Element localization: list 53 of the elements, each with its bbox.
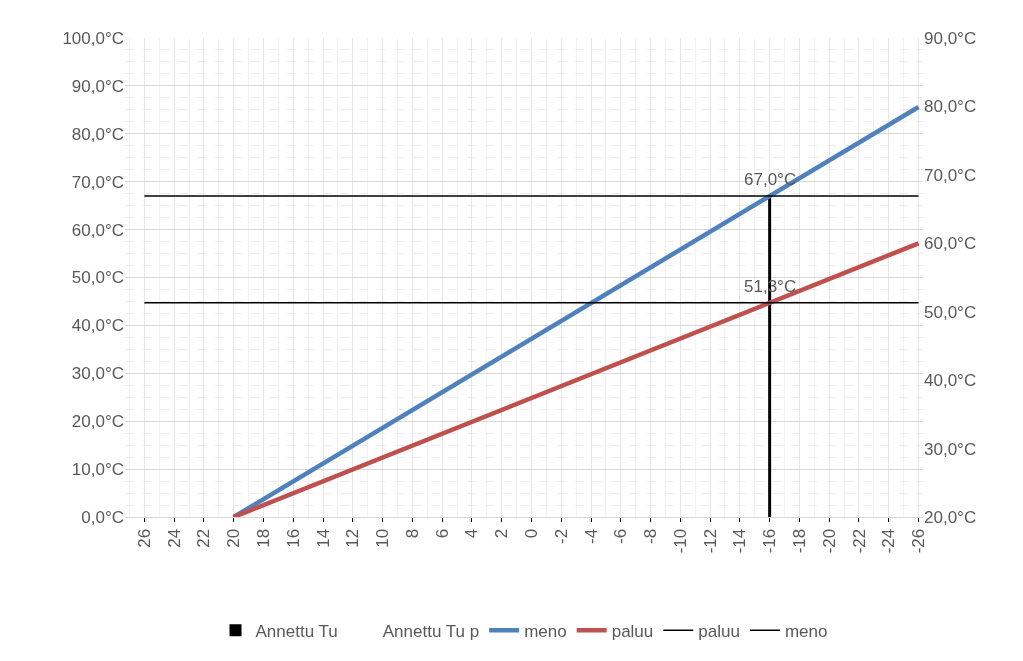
y-tick-label: 10,0°C xyxy=(71,460,124,480)
y2-tick-label: 60,0°C xyxy=(924,234,977,254)
y2-tick-label: 50,0°C xyxy=(924,302,977,322)
legend-label: meno xyxy=(784,621,828,641)
y-tick-label: 70,0°C xyxy=(71,172,124,192)
x-tick-label: -16 xyxy=(760,528,780,554)
legend-label: Annettu Tu xyxy=(255,621,338,641)
x-tick-label: -6 xyxy=(611,528,631,544)
x-tick-label: -2 xyxy=(551,528,571,544)
y2-tick-label: 40,0°C xyxy=(924,371,977,391)
x-tick-label: 8 xyxy=(402,528,422,539)
x-tick-label: 0 xyxy=(521,528,541,539)
x-tick-label: -10 xyxy=(670,528,690,554)
x-tick-label: 22 xyxy=(194,528,214,548)
x-tick-label: 2 xyxy=(492,528,512,539)
y2-tick-label: 80,0°C xyxy=(924,97,977,117)
x-tick-label: -20 xyxy=(819,528,839,554)
x-tick-label: -12 xyxy=(700,528,720,554)
x-tick-label: -18 xyxy=(789,528,809,554)
y2-tick-label: 90,0°C xyxy=(924,28,977,48)
y-tick-label: 30,0°C xyxy=(71,364,124,384)
annotation: 67,0°C xyxy=(744,170,797,189)
x-tick-label: 10 xyxy=(373,528,393,548)
y-tick-label: 80,0°C xyxy=(71,124,124,144)
x-tick-label: -22 xyxy=(849,528,869,554)
x-tick-label: -8 xyxy=(641,528,661,544)
x-tick-label: 6 xyxy=(432,528,452,539)
x-tick-label: 26 xyxy=(134,528,154,548)
x-tick-label: 12 xyxy=(343,528,363,548)
y2-tick-label: 30,0°C xyxy=(924,439,977,459)
x-tick-label: 14 xyxy=(313,528,333,548)
text: Annettu Tu p xyxy=(382,621,480,641)
y-tick-label: 50,0°C xyxy=(71,268,124,288)
x-tick-label: 20 xyxy=(224,528,244,548)
x-tick-label: 4 xyxy=(462,528,482,539)
y-tick-label: 60,0°C xyxy=(71,220,124,240)
y2-tick-label: 20,0°C xyxy=(924,507,977,527)
legend-label: paluu xyxy=(698,621,740,641)
y-tick-label: 90,0°C xyxy=(71,76,124,96)
x-tick-label: -4 xyxy=(581,528,601,544)
x-tick-label: 24 xyxy=(164,528,184,548)
x-tick-label: -14 xyxy=(730,528,750,554)
x-tick-label: 16 xyxy=(283,528,303,548)
y-tick-label: 0,0°C xyxy=(81,507,124,527)
y-tick-label: 40,0°C xyxy=(71,316,124,336)
y-tick-label: 100,0°C xyxy=(62,28,124,48)
x-tick-label: 18 xyxy=(253,528,273,548)
y2-tick-label: 70,0°C xyxy=(924,165,977,185)
x-tick-label: -24 xyxy=(879,528,899,554)
legend-label: meno xyxy=(524,621,567,641)
y-tick-label: 20,0°C xyxy=(71,412,124,432)
x-tick-label: -26 xyxy=(909,528,929,554)
legend-label: paluu xyxy=(611,621,654,641)
